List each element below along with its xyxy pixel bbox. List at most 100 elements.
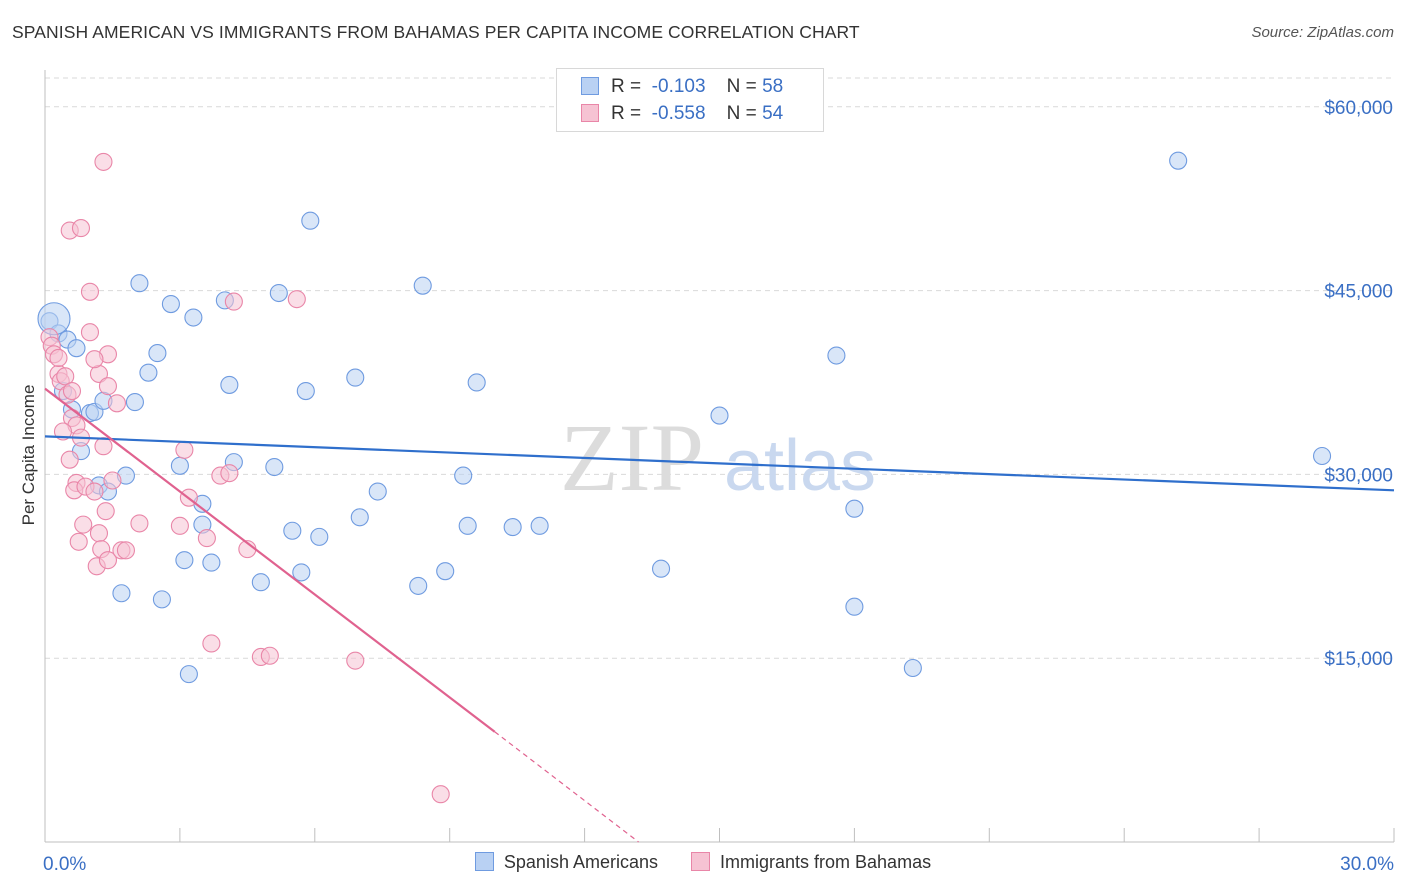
point-bahamas-53 [85, 350, 104, 369]
trend-line-spanish-americans [44, 435, 1395, 492]
point-bahamas-20 [80, 323, 100, 342]
legend-n-value-pink: 54 [762, 103, 784, 124]
legend-item-spanish-americans[interactable]: Spanish Americans [474, 852, 658, 873]
point-bahamas-52 [62, 382, 82, 401]
legend-n-label: N = [726, 76, 757, 97]
point-spanish-americans-43 [436, 562, 455, 581]
point-spanish-americans-16 [139, 363, 158, 382]
legend-label-immigrants-from-bahamas: Immigrants from Bahamas [720, 852, 932, 872]
point-spanish-americans-22 [175, 551, 194, 570]
correlation-legend: R = -0.103 N = 58 R = -0.558 N = 54 [556, 68, 824, 132]
point-bahamas-30 [98, 551, 118, 570]
point-spanish-americans-24 [202, 553, 221, 572]
point-bahamas-31 [103, 471, 122, 490]
legend-n-label: N = [726, 103, 757, 124]
point-spanish-americans-53 [845, 597, 864, 616]
y-axis-label: Per Capita Income [19, 385, 38, 526]
point-spanish-americans-28 [152, 590, 171, 609]
legend-n-value-blue: 58 [762, 76, 784, 97]
legend-swatch-spanish-americans [474, 852, 494, 871]
point-spanish-americans-37 [310, 527, 329, 546]
point-spanish-americans-54 [903, 658, 922, 678]
point-spanish-americans-36 [301, 211, 320, 230]
y-tick-label-2: $45,000 [1324, 282, 1393, 303]
point-bahamas-37 [170, 516, 189, 535]
legend-r-value-blue: -0.103 [651, 76, 706, 97]
y-tick-label-1: $30,000 [1324, 465, 1393, 486]
chart-source: Source: ZipAtlas.com [1251, 24, 1394, 41]
legend-swatch-blue [581, 77, 599, 95]
point-spanish-americans-5 [67, 339, 86, 358]
point-spanish-americans-20 [220, 375, 239, 394]
point-spanish-americans-30 [265, 457, 284, 477]
series-legend: Spanish Americans Immigrants from Bahama… [0, 852, 1406, 873]
point-spanish-americans-38 [346, 368, 365, 387]
point-bahamas-29 [96, 502, 115, 521]
point-spanish-americans-31 [269, 283, 288, 303]
point-bahamas-23 [89, 524, 109, 543]
point-bahamas-42 [202, 634, 221, 653]
point-spanish-americans-18 [184, 308, 203, 327]
trend-lines [44, 387, 1395, 843]
point-spanish-americans-41 [413, 276, 432, 295]
grid-lines [45, 77, 1394, 659]
point-bahamas-34 [116, 541, 135, 560]
point-bahamas-36 [94, 152, 113, 171]
trend-line-extension-bahamas [494, 731, 639, 843]
point-bahamas-27 [98, 377, 118, 396]
point-spanish-americans-52 [845, 499, 864, 518]
legend-row-blue: R = -0.103 N = 58 [581, 75, 783, 99]
point-bahamas-47 [260, 646, 279, 665]
point-bahamas-50 [431, 785, 450, 804]
legend-swatch-immigrants-from-bahamas [691, 852, 711, 871]
point-bahamas-19 [71, 219, 91, 238]
point-bahamas-5 [56, 367, 75, 386]
series-spanish-americans [37, 151, 1332, 684]
legend-row-pink: R = -0.558 N = 54 [581, 102, 783, 126]
tick-labels: $15,000 $30,000 $45,000 $60,000 0.0% 30.0% [43, 98, 1394, 875]
point-spanish-americans-45 [458, 516, 477, 535]
point-bahamas-51 [49, 348, 68, 368]
point-spanish-americans-33 [292, 563, 311, 582]
y-tick-label-3: $60,000 [1324, 98, 1393, 119]
point-spanish-americans-32 [283, 521, 302, 540]
point-bahamas-48 [287, 290, 306, 309]
point-spanish-americans-49 [651, 559, 671, 578]
point-spanish-americans-55 [1169, 151, 1188, 170]
legend-r-label: R = [611, 103, 642, 124]
x-tick-label-max: 30.0% [1340, 854, 1394, 875]
axes [44, 70, 1395, 843]
point-spanish-americans-42 [409, 576, 428, 595]
point-bahamas-25 [94, 437, 113, 456]
legend-swatch-pink [581, 104, 599, 122]
point-bahamas-35 [130, 514, 149, 533]
point-bahamas-44 [224, 292, 243, 311]
point-spanish-americans-35 [296, 382, 315, 401]
point-spanish-americans-21 [170, 456, 189, 475]
point-spanish-americans-34 [251, 573, 270, 592]
point-spanish-americans-51 [827, 346, 846, 365]
point-spanish-americans-46 [467, 373, 486, 392]
point-spanish-americans-14 [130, 274, 149, 293]
point-spanish-americans-27 [112, 584, 131, 603]
y-tick-label-0: $15,000 [1324, 649, 1393, 670]
point-bahamas-43 [220, 464, 239, 483]
trend-line-bahamas [44, 387, 496, 733]
legend-r-label: R = [611, 76, 642, 97]
point-bahamas-21 [85, 482, 104, 501]
chart-title: SPANISH AMERICAN VS IMMIGRANTS FROM BAHA… [12, 22, 860, 42]
point-bahamas-38 [175, 440, 194, 459]
point-spanish-americans-48 [530, 516, 549, 535]
point-spanish-americans-56 [1313, 446, 1332, 466]
point-spanish-americans-23 [179, 665, 198, 684]
legend-label-spanish-americans: Spanish Americans [503, 852, 658, 872]
x-tick-label-min: 0.0% [43, 854, 86, 875]
point-bahamas-11 [60, 450, 79, 469]
point-bahamas-15 [69, 532, 88, 551]
series-immigrants-from-bahamas [40, 152, 450, 804]
point-spanish-americans-17 [161, 295, 180, 314]
point-bahamas-10 [53, 422, 73, 441]
legend-item-immigrants-from-bahamas[interactable]: Immigrants from Bahamas [691, 852, 931, 873]
point-spanish-americans-44 [454, 466, 473, 485]
